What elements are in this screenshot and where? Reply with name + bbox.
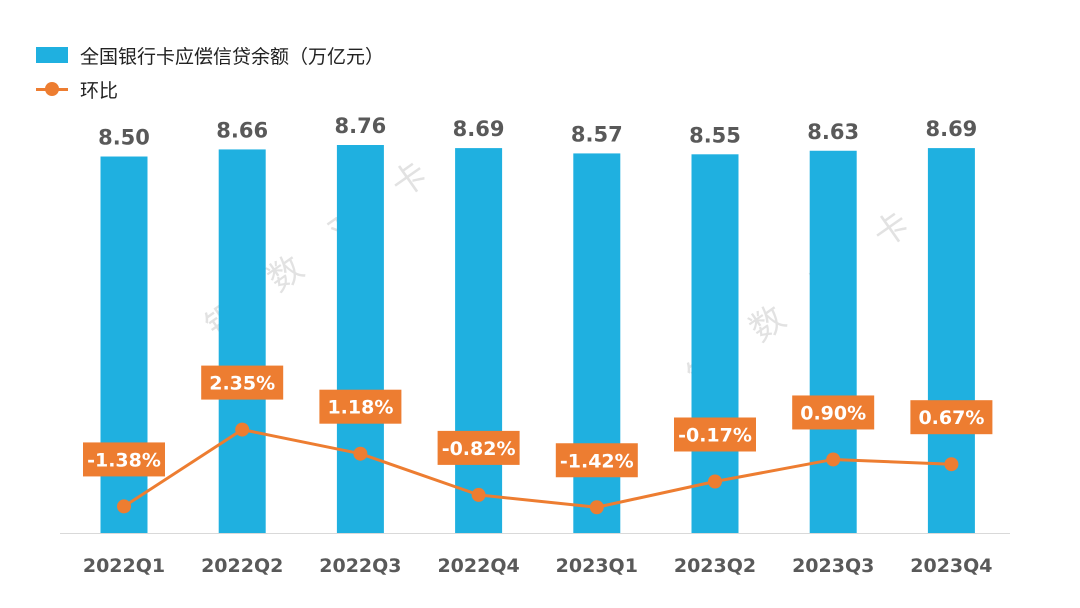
line-label-box [437, 430, 520, 465]
line-value-label: -1.38% [87, 449, 161, 471]
x-tick-label: 2023Q1 [556, 555, 638, 577]
legend-line-swatch [36, 81, 68, 97]
bar-value-label: 8.69 [925, 117, 977, 141]
line-value-label: 1.18% [327, 397, 393, 419]
line-label-box [792, 395, 875, 430]
watermark-char: 数 [742, 298, 793, 350]
watermark: 银数观卡银数观卡 [198, 154, 917, 397]
line-point-2022Q4 [471, 487, 486, 502]
legend-bar-swatch [36, 47, 68, 63]
line-data-labels: -1.38% 2.35% 1.18% -0.82% -1.42% -0.17% 0.90% 0… [83, 365, 993, 478]
line-value-label: 0.67% [918, 407, 984, 429]
bar-value-label: 8.57 [571, 122, 623, 146]
bar-value-label: 8.63 [807, 120, 859, 144]
line-point-2022Q3 [353, 446, 368, 461]
bar-value-label: 8.50 [98, 126, 150, 150]
legend-item-qoq: 环比 [36, 72, 384, 106]
x-tick-label: 2023Q3 [792, 555, 874, 577]
watermark-char: 卡 [866, 204, 917, 256]
x-tick-label: 2023Q2 [674, 555, 756, 577]
line-path [123, 428, 952, 509]
line-label-box [319, 389, 402, 424]
line-label-box [201, 365, 284, 400]
legend-item-balance: 全国银行卡应偿信贷余额（万亿元） [36, 38, 384, 72]
watermark-char: 数 [260, 248, 311, 300]
line-value-label: -1.42% [560, 450, 634, 472]
bar-value-label: 8.76 [334, 114, 386, 138]
x-tick-label: 2022Q4 [437, 555, 519, 577]
line-label-box [910, 400, 993, 435]
bar-2022Q2 [218, 149, 266, 533]
bar-2023Q3 [809, 150, 857, 533]
line-point-2023Q2 [708, 474, 722, 489]
line-point-2023Q3 [826, 452, 841, 467]
bar-2022Q4 [455, 148, 503, 533]
watermark-char: 卡 [384, 154, 435, 206]
x-tick-label: 2022Q3 [319, 555, 401, 577]
line-value-label: 2.35% [209, 373, 275, 395]
line-label-box [674, 417, 756, 452]
x-tick-label: 2023Q4 [910, 555, 992, 577]
line-point-2023Q1 [589, 500, 604, 515]
line-value-label: 0.90% [800, 402, 866, 424]
bar-value-label: 8.55 [689, 123, 741, 147]
line-value-label: -0.82% [442, 438, 516, 460]
line-label-box [555, 443, 638, 478]
bar-2023Q4 [927, 148, 975, 533]
line-label-box [83, 442, 165, 477]
legend-label-balance: 全国银行卡应偿信贷余额（万亿元） [80, 45, 385, 68]
bar-value-label: 8.66 [216, 118, 268, 142]
x-tick-label: 2022Q1 [83, 555, 165, 577]
legend: 全国银行卡应偿信贷余额（万亿元） 环比 [36, 38, 384, 106]
bar-value-label: 8.69 [453, 117, 505, 141]
bar-2023Q2 [691, 154, 739, 533]
line-value-label: -0.17% [678, 425, 752, 447]
line-point-2022Q2 [235, 422, 250, 437]
legend-label-qoq: 环比 [80, 79, 119, 102]
x-axis: 2022Q1 2022Q2 2022Q3 2022Q4 2023Q1 2023Q2 2023… [60, 533, 1010, 577]
bar-2022Q3 [336, 145, 384, 533]
line-series [117, 422, 959, 515]
line-point-2023Q4 [944, 457, 959, 472]
bar-series [100, 145, 975, 533]
bar-2022Q1 [100, 156, 148, 533]
x-tick-label: 2022Q2 [201, 555, 283, 577]
bar-data-labels: 8.50 8.66 8.76 8.69 8.57 8.55 8.63 8.69 [98, 114, 977, 150]
line-point-2022Q1 [117, 499, 131, 514]
